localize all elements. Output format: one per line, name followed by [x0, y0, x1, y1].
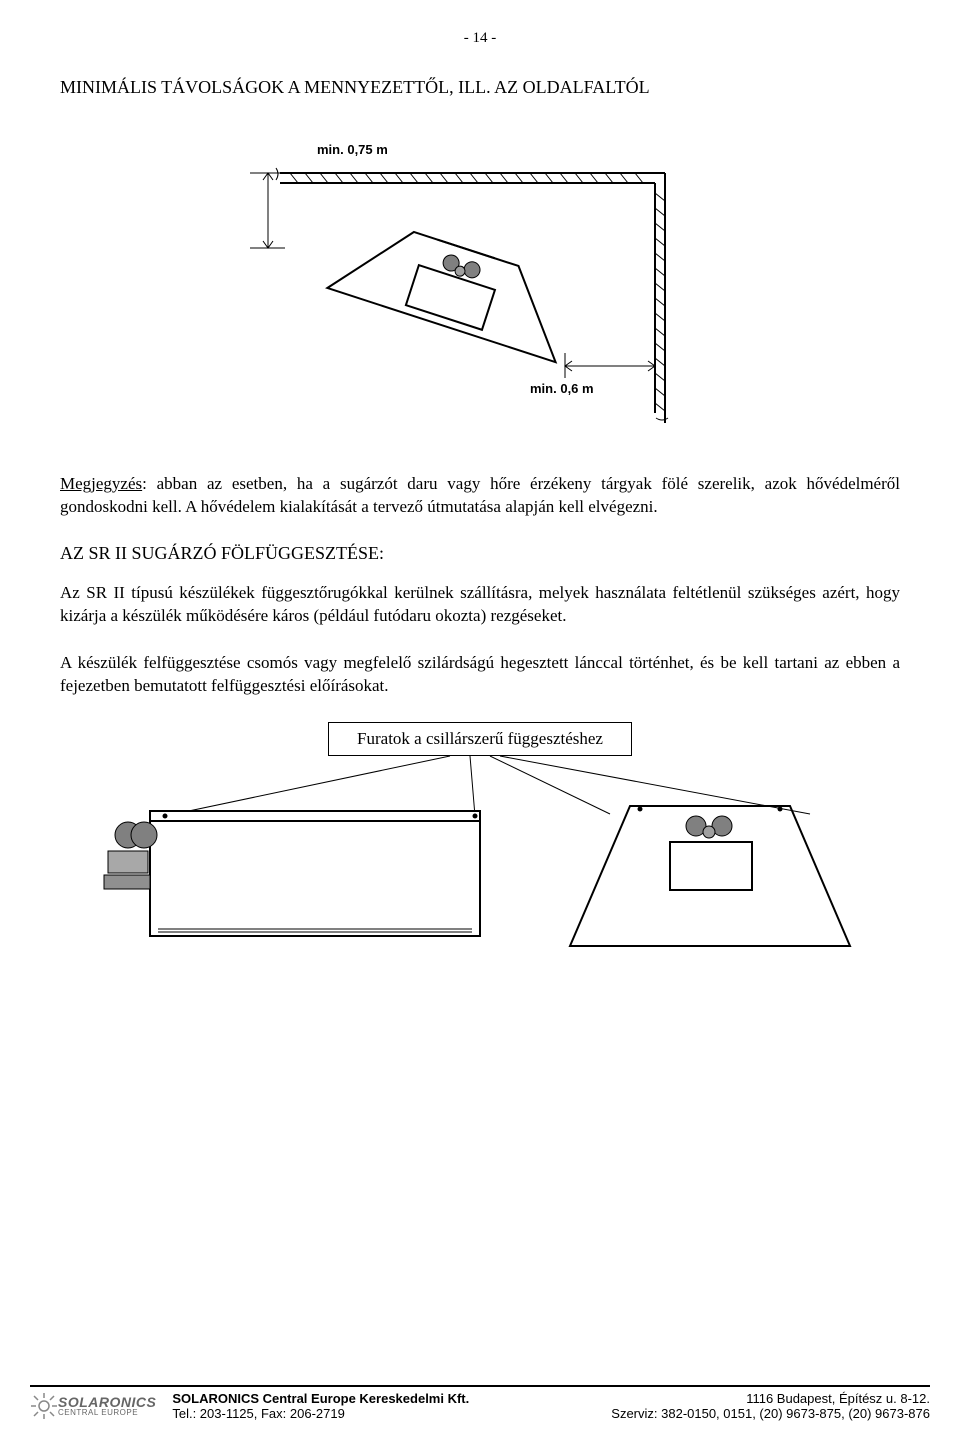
paragraph-2: Az SR II típusú készülékek függesztőrugó… — [60, 582, 900, 628]
main-heading: MINIMÁLIS TÁVOLSÁGOK A MENNYEZETTŐL, ILL… — [60, 77, 900, 98]
footer-company: SOLARONICS Central Europe Kereskedelmi K… — [172, 1391, 551, 1406]
brand-logo: SOLARONICS CENTRAL EUROPE — [30, 1392, 156, 1420]
footer-left: SOLARONICS Central Europe Kereskedelmi K… — [172, 1391, 551, 1421]
suspension-diagram — [60, 756, 900, 991]
brand-text: SOLARONICS CENTRAL EUROPE — [58, 1395, 156, 1417]
footer-right: 1116 Budapest, Építész u. 8-12. Szerviz:… — [551, 1391, 930, 1421]
callout-wrap: Furatok a csillárszerű függesztéshez — [60, 722, 900, 756]
footer-address: 1116 Budapest, Építész u. 8-12. — [551, 1391, 930, 1406]
footer-tel: Tel.: 203-1125, Fax: 206-2719 — [172, 1406, 551, 1421]
dim-label-top: min. 0,75 m — [317, 142, 388, 157]
callout-box: Furatok a csillárszerű függesztéshez — [328, 722, 632, 756]
dim-label-bottom: min. 0,6 m — [530, 381, 594, 396]
footer: SOLARONICS CENTRAL EUROPE SOLARONICS Cen… — [30, 1385, 930, 1421]
clearance-diagram: min. 0,75 m — [60, 118, 900, 443]
section-title: AZ SR II SUGÁRZÓ FÖLFÜGGESZTÉSE: — [60, 543, 900, 564]
page-number: - 14 - — [60, 30, 900, 47]
note-paragraph: Megjegyzés: abban az esetben, ha a sugár… — [60, 473, 900, 519]
sun-icon — [30, 1392, 58, 1420]
paragraph-3: A készülék felfüggesztése csomós vagy me… — [60, 652, 900, 698]
footer-service: Szerviz: 382-0150, 0151, (20) 9673-875, … — [551, 1406, 930, 1421]
